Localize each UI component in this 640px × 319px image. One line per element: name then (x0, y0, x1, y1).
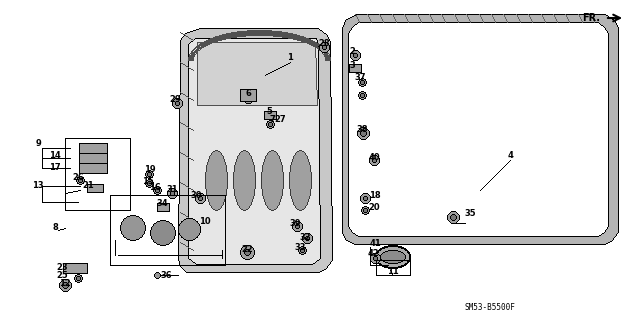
Text: 2: 2 (349, 48, 355, 56)
Text: 28: 28 (318, 39, 330, 48)
Text: 20: 20 (368, 203, 380, 211)
Text: 12: 12 (59, 278, 71, 287)
Text: 42: 42 (367, 249, 379, 258)
Text: 31: 31 (166, 186, 178, 195)
Text: 13: 13 (32, 181, 44, 189)
Text: FR.: FR. (582, 13, 600, 23)
Text: 11: 11 (387, 268, 399, 277)
Text: 35: 35 (464, 210, 476, 219)
Text: 22: 22 (241, 244, 253, 254)
Text: 3: 3 (349, 62, 355, 70)
Text: 30: 30 (190, 191, 202, 201)
Text: 8: 8 (52, 222, 58, 232)
Text: 15: 15 (142, 177, 154, 187)
Text: 34: 34 (156, 198, 168, 207)
Text: 17: 17 (49, 162, 61, 172)
Text: 14: 14 (49, 151, 61, 160)
Text: 33: 33 (294, 243, 306, 253)
Text: 40: 40 (368, 152, 380, 161)
Text: 19: 19 (144, 166, 156, 174)
Text: 25: 25 (56, 271, 68, 280)
Text: 16: 16 (149, 183, 161, 192)
Text: 6: 6 (245, 90, 251, 99)
Text: 10: 10 (199, 218, 211, 226)
Text: 37: 37 (355, 73, 365, 83)
Text: 21: 21 (82, 182, 94, 190)
Text: 38: 38 (356, 125, 368, 135)
Text: 32: 32 (299, 233, 311, 241)
Text: SM53-B5500F: SM53-B5500F (465, 303, 515, 313)
Text: 27: 27 (274, 115, 286, 124)
Text: 1: 1 (287, 54, 293, 63)
Text: 4: 4 (507, 151, 513, 160)
Text: 7: 7 (269, 115, 275, 124)
Text: 5: 5 (266, 108, 272, 116)
Text: 41: 41 (369, 239, 381, 248)
Text: 29: 29 (169, 94, 181, 103)
Text: 9: 9 (35, 139, 41, 149)
Text: 18: 18 (369, 190, 381, 199)
Text: 23: 23 (56, 263, 68, 271)
Text: 26: 26 (72, 173, 84, 182)
Text: 36: 36 (160, 271, 172, 279)
Text: 39: 39 (289, 219, 301, 228)
